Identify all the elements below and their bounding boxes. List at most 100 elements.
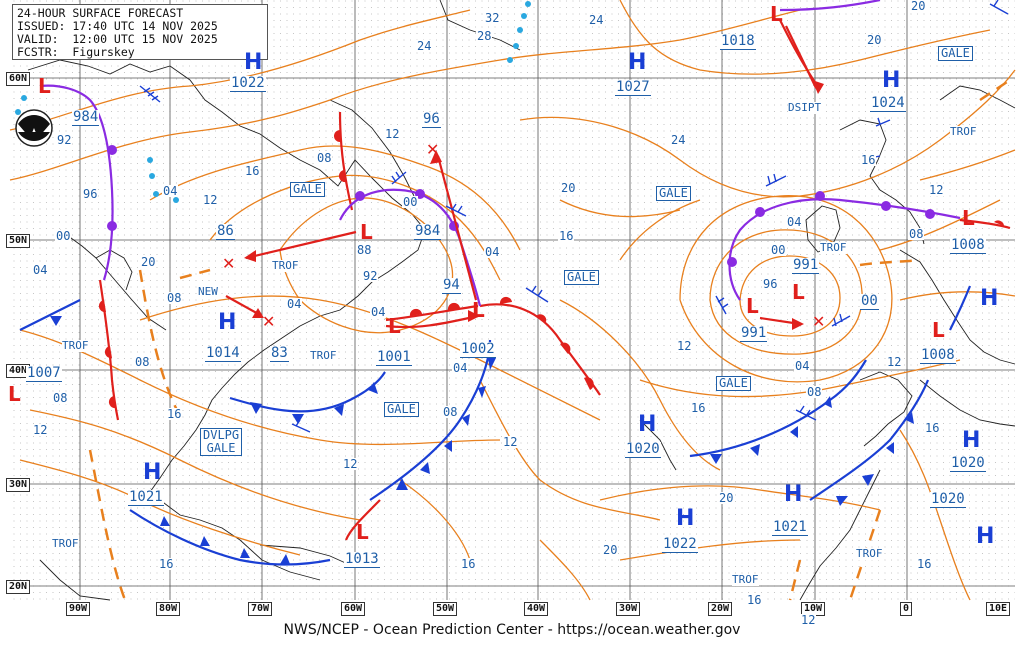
trough-lines bbox=[88, 78, 1011, 601]
gale-label-1: GALE bbox=[290, 182, 325, 197]
low-center-8: L bbox=[962, 206, 975, 230]
header-valid: VALID: 12:00 UTC 15 NOV 2025 bbox=[17, 32, 218, 46]
x-marker: ✕ bbox=[812, 312, 826, 331]
low-pressure-4: 1001 bbox=[376, 349, 412, 366]
isobar-label: 12 bbox=[32, 423, 49, 437]
isobar-label: 08 bbox=[908, 227, 925, 241]
iso-label-32: 32 bbox=[484, 11, 501, 25]
isobar-label: 20 bbox=[140, 255, 157, 269]
occluded-symbols bbox=[107, 145, 935, 267]
trof-label-8: TROF bbox=[732, 573, 759, 586]
low-pressure-7: 991 bbox=[792, 257, 820, 274]
high-center-5: H bbox=[638, 412, 657, 437]
warm-fronts bbox=[98, 19, 1011, 541]
x-marker: ✕ bbox=[262, 312, 276, 331]
isobar-label: 04 bbox=[32, 263, 49, 277]
isobar-label: 12 bbox=[502, 435, 519, 449]
gale-label-4: GALE bbox=[564, 270, 599, 285]
cold-front-barbs bbox=[50, 316, 914, 564]
isobar-label: 12 bbox=[342, 457, 359, 471]
gale-label-2: GALE bbox=[656, 186, 691, 201]
iso-label-28: 28 bbox=[476, 29, 493, 43]
isobar-label: 04 bbox=[484, 245, 501, 259]
lon-label-10e: 10E bbox=[986, 602, 1011, 616]
high-center-11: H bbox=[980, 286, 999, 311]
high-pressure-8: 1021 bbox=[772, 519, 808, 536]
isobar-label: 12 bbox=[202, 193, 219, 207]
isobar-label: 00 bbox=[402, 195, 419, 209]
low-pressure-9: 1008 bbox=[920, 347, 956, 364]
isobar-label: 00 bbox=[770, 243, 787, 257]
forecast-pressure-83: 83 bbox=[270, 345, 289, 362]
high-center-8: H bbox=[784, 482, 803, 507]
trof-label-2: TROF bbox=[62, 339, 89, 352]
high-center-6: H bbox=[143, 460, 162, 485]
low-center-6: L bbox=[746, 294, 759, 318]
forecast-pressure-96: 96 bbox=[422, 111, 441, 128]
low-pressure-6: 991 bbox=[740, 325, 768, 342]
isobar-label: 24 bbox=[670, 133, 687, 147]
isobar-label: 16 bbox=[158, 557, 175, 571]
new-low-label: NEW bbox=[198, 285, 218, 298]
lon-label-20w: 20W bbox=[708, 602, 733, 616]
dvlpg-gale-label: DVLPG GALE bbox=[200, 428, 243, 456]
isobar-label: 08 bbox=[442, 405, 459, 419]
dvlpg-line: DVLPG bbox=[203, 428, 240, 442]
forecast-pressure-94: 94 bbox=[442, 277, 461, 294]
high-center-4: H bbox=[218, 310, 237, 335]
dissipating-label: DSIPT bbox=[788, 101, 822, 114]
high-center-10: H bbox=[976, 524, 995, 549]
gale-label-3: GALE bbox=[938, 46, 973, 61]
isobar-label: 04 bbox=[162, 184, 179, 198]
isobar-label: 20 bbox=[560, 181, 577, 195]
isobar-label: 04 bbox=[452, 361, 469, 375]
track-arrowheads bbox=[244, 80, 824, 330]
iso-label-88: 88 bbox=[356, 243, 373, 257]
isobar-label: 16 bbox=[166, 407, 183, 421]
forecast-pressure-00: 00 bbox=[860, 293, 879, 310]
high-pressure-4: 1014 bbox=[205, 345, 241, 362]
forecast-header: 24-HOUR SURFACE FORECAST ISSUED: 17:40 UT… bbox=[12, 4, 268, 60]
gale-line: GALE bbox=[206, 441, 236, 455]
low-center-5: L bbox=[472, 298, 485, 322]
isobar-label: 20 bbox=[866, 33, 883, 47]
low-pressure-3: 984 bbox=[414, 223, 442, 240]
isobar-label: 16 bbox=[860, 153, 877, 167]
isobar-label: 20 bbox=[910, 0, 927, 13]
isobar-label: 04 bbox=[370, 305, 387, 319]
trof-label-6: TROF bbox=[52, 537, 79, 550]
low-center-4: L bbox=[388, 314, 401, 338]
low-center-11: L bbox=[8, 382, 21, 406]
trof-label-5: TROF bbox=[950, 125, 977, 138]
lon-label-70w: 70W bbox=[248, 602, 273, 616]
low-center-1: L bbox=[38, 74, 51, 98]
high-center-9: H bbox=[962, 428, 981, 453]
lon-label-80w: 80W bbox=[156, 602, 181, 616]
low-center-3: L bbox=[360, 220, 373, 244]
footer-credit: NWS/NCEP - Ocean Prediction Center - htt… bbox=[283, 622, 741, 638]
trof-label-7: TROF bbox=[856, 547, 883, 560]
coastlines bbox=[27, 0, 1016, 601]
lon-label-60w: 60W bbox=[341, 602, 366, 616]
high-pressure-3: 1024 bbox=[870, 95, 906, 112]
lat-label-30n: 30N bbox=[6, 478, 31, 492]
high-pressure-1: 1022 bbox=[230, 75, 266, 92]
isobar-label: 16 bbox=[244, 164, 261, 178]
isobar-label: 08 bbox=[166, 291, 183, 305]
trof-label-3: TROF bbox=[310, 349, 337, 362]
isobar-label: 16 bbox=[690, 401, 707, 415]
isobar-label: 04 bbox=[286, 297, 303, 311]
lon-label-90w: 90W bbox=[66, 602, 91, 616]
lon-label-30w: 30W bbox=[616, 602, 641, 616]
isobar-label: 24 bbox=[416, 39, 433, 53]
low-pressure-5: 1002 bbox=[460, 341, 496, 358]
high-pressure-2: 1027 bbox=[615, 79, 651, 96]
trof-label-4: TROF bbox=[820, 241, 847, 254]
header-title: 24-HOUR SURFACE FORECAST bbox=[17, 6, 184, 20]
gale-label-6: GALE bbox=[716, 376, 751, 391]
isobar-label: 04 bbox=[786, 215, 803, 229]
lon-label-40w: 40W bbox=[524, 602, 549, 616]
isobar-label: 12 bbox=[928, 183, 945, 197]
low-center-10: L bbox=[356, 520, 369, 544]
header-issued: ISSUED: 17:40 UTC 14 NOV 2025 bbox=[17, 19, 218, 33]
